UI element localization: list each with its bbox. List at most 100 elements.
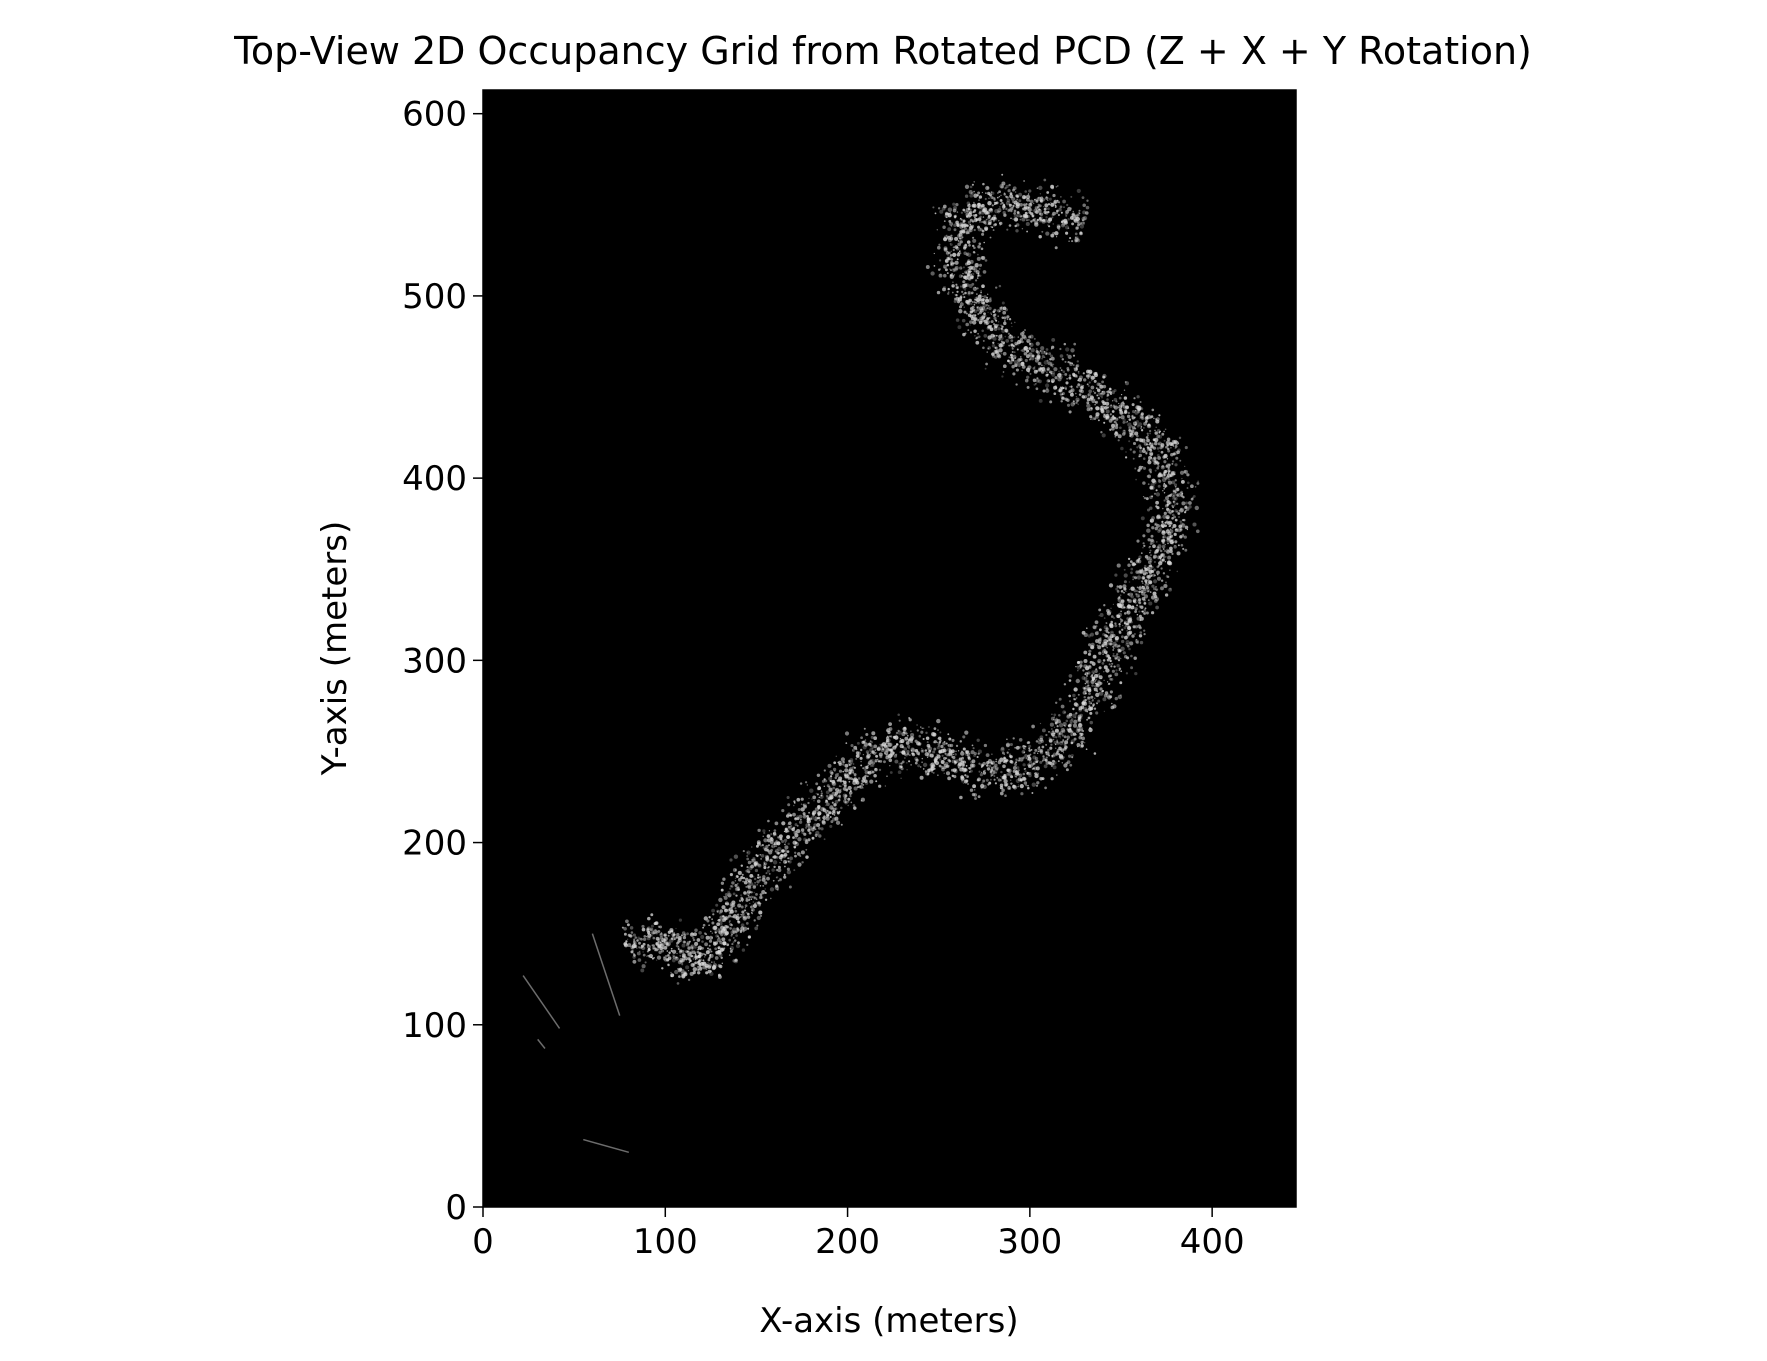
occupied-cell	[1028, 760, 1032, 764]
occupied-cell	[952, 274, 955, 277]
occupied-cell	[756, 854, 759, 858]
occupied-cell	[1122, 418, 1126, 422]
occupied-cell	[1076, 399, 1079, 402]
occupied-cell	[800, 828, 805, 832]
occupied-cell	[1093, 398, 1096, 401]
occupied-cell	[1028, 747, 1031, 750]
occupied-cell	[1014, 763, 1018, 767]
occupied-cell	[698, 931, 702, 935]
occupied-cell	[734, 958, 738, 962]
occupied-cell	[966, 775, 969, 778]
occupied-cell	[1111, 669, 1115, 673]
occupied-cell	[1087, 634, 1092, 638]
occupied-cell	[1141, 576, 1146, 580]
occupied-cell	[871, 750, 875, 754]
occupied-cell	[1050, 378, 1055, 383]
occupied-cell	[1128, 624, 1130, 626]
occupied-cell	[971, 308, 976, 312]
occupied-cell	[1052, 366, 1054, 368]
occupied-cell	[718, 952, 723, 958]
occupied-cell	[621, 926, 624, 929]
occupied-cell	[852, 763, 855, 765]
occupied-cell	[734, 883, 738, 887]
occupied-cell	[1088, 716, 1091, 719]
occupied-cell	[1037, 738, 1040, 740]
occupied-cell	[1042, 757, 1046, 761]
occupied-cell	[818, 834, 822, 838]
occupied-cell	[1106, 658, 1110, 662]
occupied-cell	[769, 840, 774, 844]
occupied-cell	[1083, 650, 1088, 655]
occupied-cell	[1060, 386, 1064, 390]
occupied-cell	[1153, 568, 1156, 571]
occupied-cell	[950, 234, 953, 237]
occupied-cell	[1118, 585, 1123, 589]
occupied-cell	[697, 968, 700, 971]
occupied-cell	[1119, 411, 1124, 415]
occupied-cell	[708, 916, 711, 919]
occupied-cell	[1034, 772, 1037, 775]
occupied-cell	[787, 823, 790, 826]
occupied-cell	[947, 227, 952, 232]
occupied-cell	[900, 738, 905, 744]
occupied-cell	[1061, 729, 1066, 733]
occupied-cell	[1077, 379, 1079, 382]
occupied-cell	[716, 922, 720, 927]
occupied-cell	[1064, 360, 1067, 363]
occupied-cell	[768, 830, 771, 832]
occupied-cell	[928, 749, 932, 752]
occupied-cell	[710, 950, 713, 953]
occupied-cell	[729, 887, 732, 890]
occupied-cell	[1149, 549, 1152, 552]
occupied-cell	[1120, 599, 1125, 603]
occupied-cell	[1128, 429, 1132, 432]
occupied-cell	[1051, 373, 1056, 377]
occupied-cell	[838, 794, 841, 798]
occupied-cell	[1135, 405, 1140, 410]
occupied-cell	[660, 932, 663, 934]
occupied-cell	[842, 783, 845, 786]
occupied-cell	[1018, 773, 1021, 776]
occupied-cell	[1047, 367, 1050, 370]
occupied-cell	[694, 952, 697, 954]
occupied-cell	[1030, 220, 1033, 223]
occupied-cell	[1084, 692, 1087, 695]
occupied-cell	[698, 952, 701, 955]
occupied-cell	[1046, 387, 1049, 390]
occupied-cell	[780, 854, 784, 857]
occupied-cell	[1158, 414, 1161, 417]
occupied-cell	[1054, 747, 1057, 749]
occupied-cell	[805, 848, 808, 851]
occupied-cell	[985, 218, 988, 221]
occupied-cell	[1170, 471, 1175, 476]
occupied-cell	[908, 754, 910, 756]
occupied-cell	[740, 923, 745, 928]
occupied-cell	[1057, 731, 1062, 736]
occupied-cell	[973, 190, 975, 193]
occupied-cell	[947, 256, 952, 261]
occupied-cell	[657, 938, 661, 942]
occupied-cell	[1088, 665, 1091, 668]
occupied-cell	[820, 790, 823, 792]
occupied-cell	[981, 781, 984, 785]
occupied-cell	[1127, 422, 1132, 427]
occupied-cell	[741, 873, 744, 876]
occupied-cell	[1156, 524, 1160, 528]
occupied-cell	[1033, 751, 1036, 755]
occupied-cell	[992, 310, 996, 314]
occupied-cell	[689, 932, 695, 937]
occupied-cell	[1001, 328, 1006, 333]
occupied-cell	[1007, 332, 1010, 335]
occupied-cell	[783, 853, 788, 857]
occupied-cell	[1143, 544, 1146, 548]
occupied-cell	[997, 760, 1002, 765]
occupied-cell	[944, 259, 948, 262]
occupied-cell	[1008, 356, 1011, 359]
occupied-cell	[1001, 173, 1004, 176]
occupied-cell	[958, 250, 961, 253]
occupied-cell	[1043, 210, 1047, 215]
occupied-cell	[1143, 602, 1147, 605]
occupied-cell	[1134, 671, 1138, 676]
occupied-cell	[894, 759, 899, 764]
occupied-cell	[1181, 523, 1186, 528]
